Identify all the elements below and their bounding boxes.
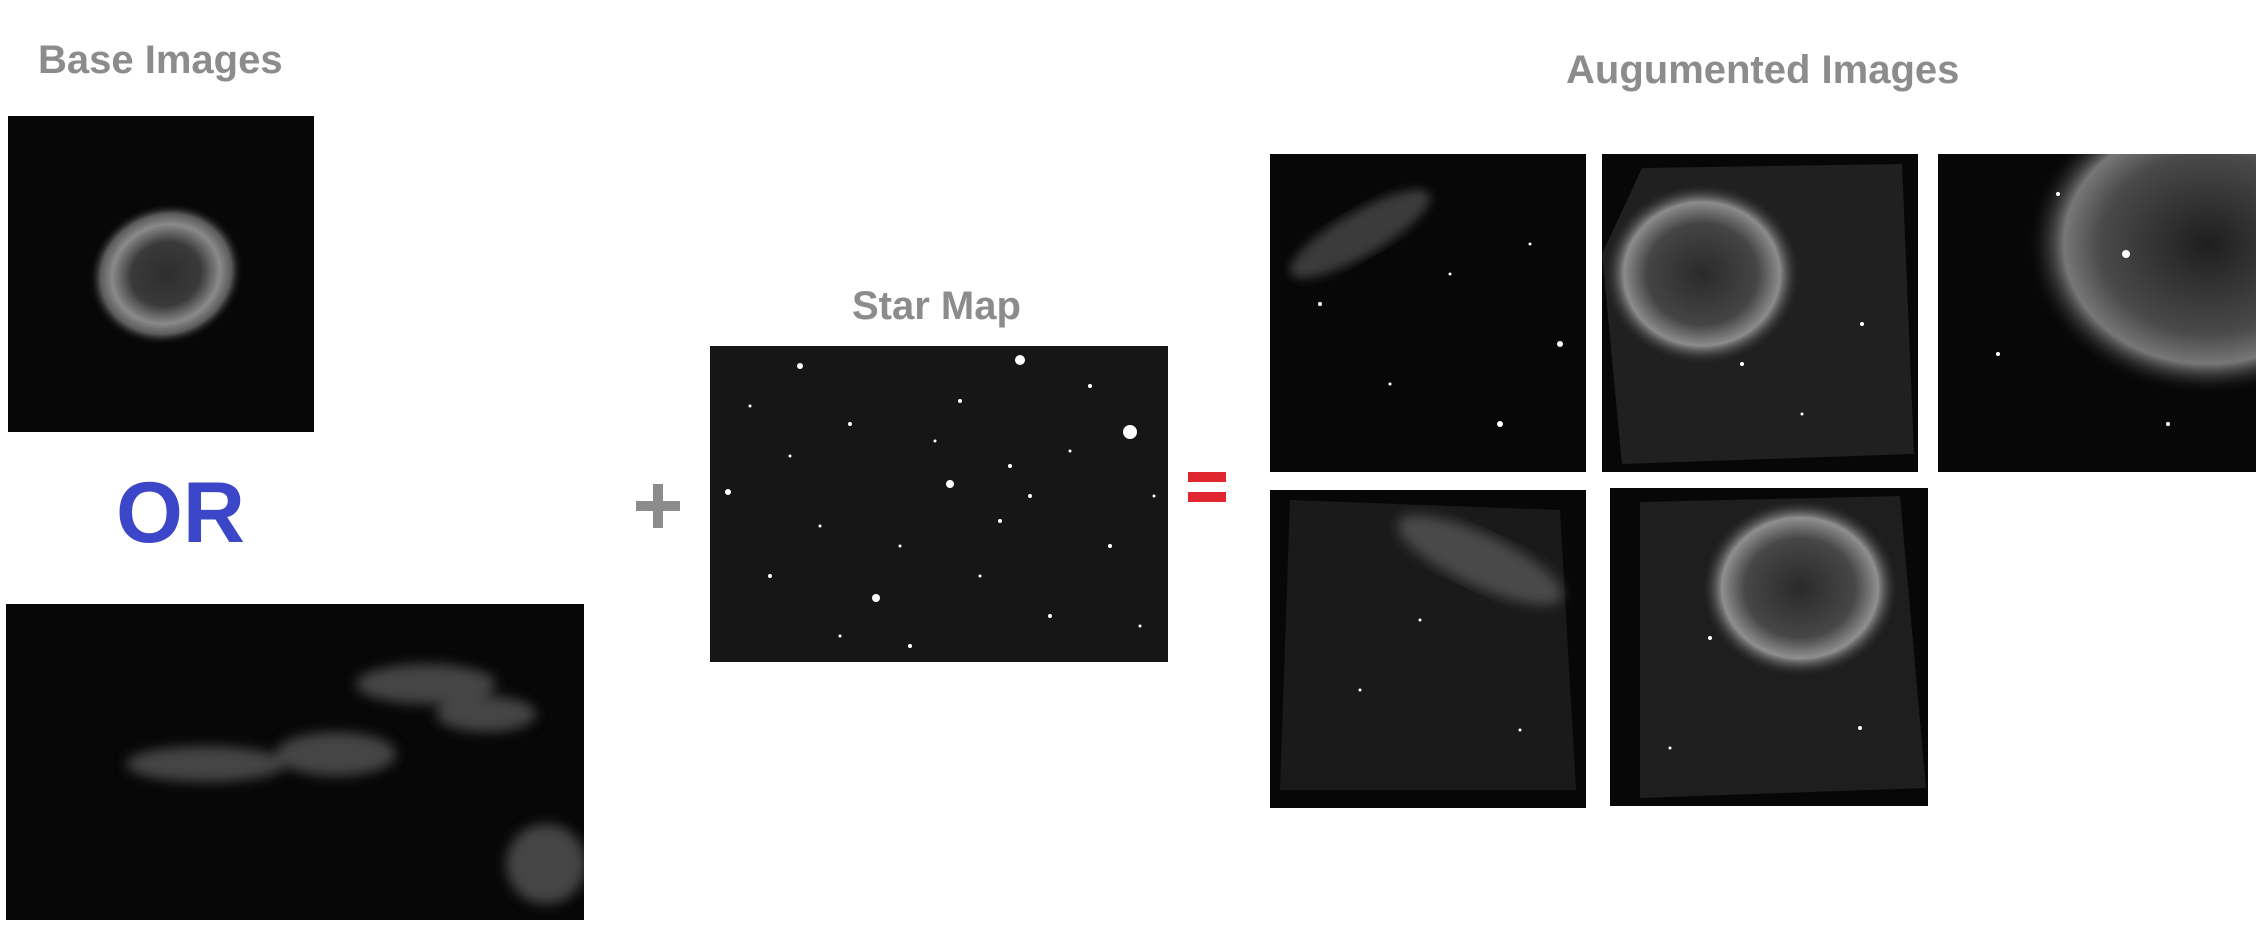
plus-icon-vertical bbox=[653, 484, 663, 528]
augmented-image-1 bbox=[1270, 154, 1586, 472]
or-text: OR bbox=[116, 465, 245, 561]
equals-icon-bottom bbox=[1188, 492, 1226, 502]
cloud-with-stars-icon bbox=[1289, 189, 1563, 427]
dust-cloud-icon bbox=[126, 664, 584, 904]
star-map-image bbox=[710, 346, 1168, 662]
augmented-image-2 bbox=[1602, 154, 1918, 472]
nebula-rotated-icon bbox=[1640, 496, 1926, 798]
nebula-closeup-icon bbox=[1996, 154, 2256, 426]
augmented-images-label: Augumented Images bbox=[1566, 48, 1960, 92]
equals-icon-top bbox=[1188, 472, 1226, 482]
base-image-nebula bbox=[8, 116, 314, 432]
augmented-image-5 bbox=[1610, 488, 1928, 806]
star-field-icon bbox=[725, 355, 1156, 648]
base-image-cloud bbox=[6, 604, 584, 920]
nebula-with-stars-icon bbox=[1602, 164, 1914, 464]
augmented-image-4 bbox=[1270, 490, 1586, 808]
cloud-rotated-icon bbox=[1280, 500, 1576, 790]
helix-nebula-icon bbox=[88, 203, 244, 345]
star-map-label: Star Map bbox=[852, 284, 1021, 328]
augmented-image-3 bbox=[1938, 154, 2256, 472]
base-images-label: Base Images bbox=[38, 38, 283, 82]
